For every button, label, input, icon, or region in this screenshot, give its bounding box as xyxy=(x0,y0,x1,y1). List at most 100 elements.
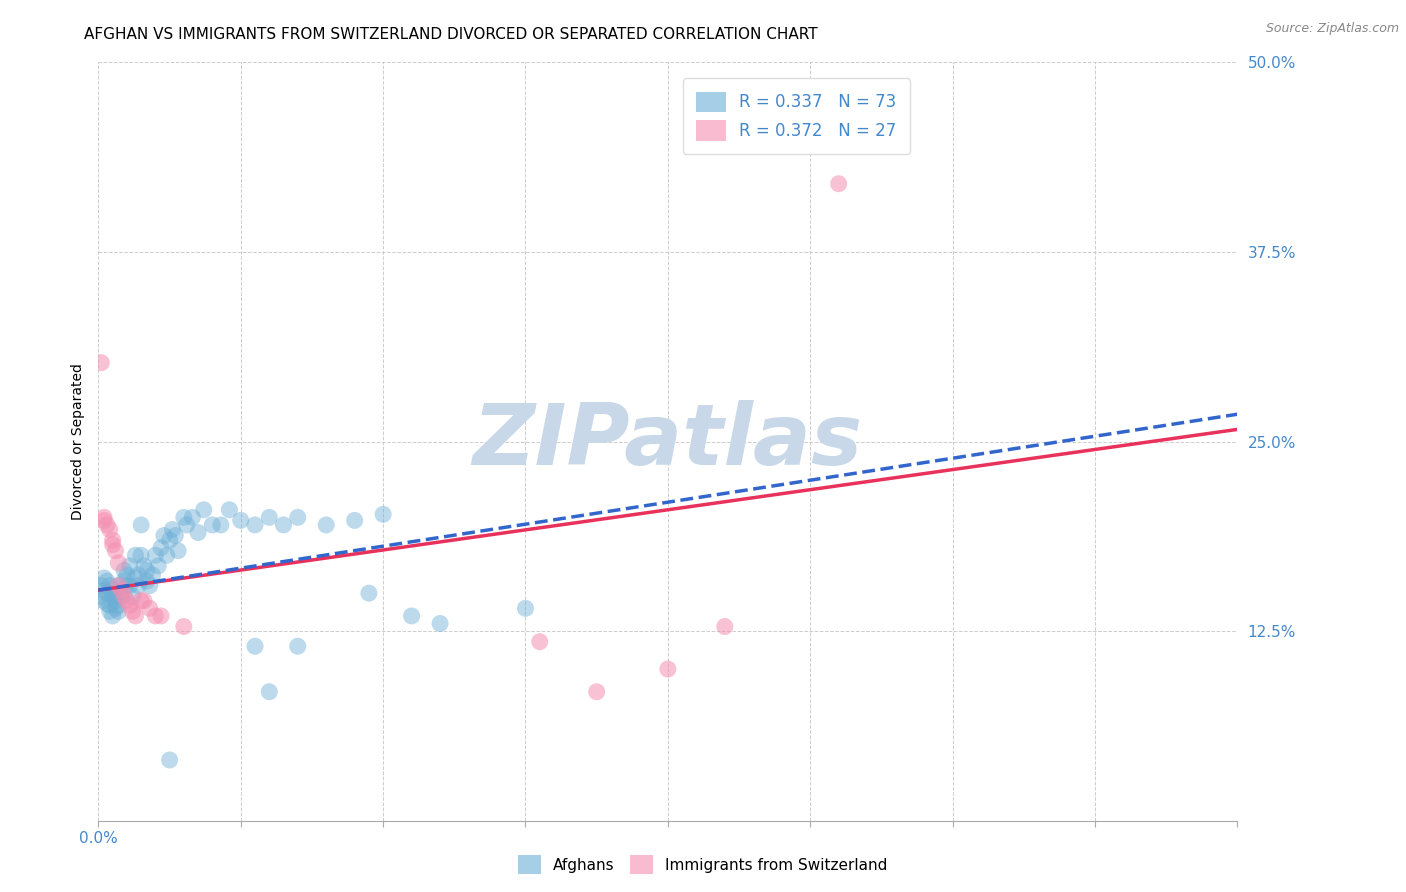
Point xyxy=(145,548,167,563)
Point xyxy=(121,589,143,603)
Point xyxy=(173,619,195,633)
Point xyxy=(93,571,115,585)
Point xyxy=(127,568,149,582)
Point xyxy=(107,604,129,618)
Point xyxy=(104,589,127,603)
Point xyxy=(165,528,187,542)
Point xyxy=(124,571,146,585)
Point xyxy=(124,608,146,623)
Point xyxy=(112,574,135,588)
Point xyxy=(150,541,173,555)
Point xyxy=(243,517,266,532)
Point xyxy=(101,533,124,548)
Point xyxy=(93,594,115,608)
Point xyxy=(657,662,679,676)
Point xyxy=(209,517,232,532)
Point xyxy=(259,685,281,699)
Point xyxy=(127,579,149,593)
Point xyxy=(401,608,423,623)
Point xyxy=(110,583,132,598)
Point xyxy=(287,510,309,524)
Point xyxy=(159,533,181,548)
Point xyxy=(107,556,129,570)
Point xyxy=(101,589,124,603)
Point xyxy=(110,589,132,603)
Point xyxy=(96,574,118,588)
Point xyxy=(112,589,135,603)
Point xyxy=(112,564,135,578)
Point xyxy=(118,558,141,573)
Point xyxy=(373,508,395,522)
Point xyxy=(98,604,121,618)
Point xyxy=(132,558,155,573)
Point xyxy=(150,608,173,623)
Point xyxy=(315,517,337,532)
Point xyxy=(167,543,190,558)
Point xyxy=(429,616,451,631)
Point xyxy=(529,634,551,648)
Point xyxy=(104,543,127,558)
Point xyxy=(101,583,124,598)
Point xyxy=(129,594,152,608)
Point xyxy=(156,548,179,563)
Point xyxy=(138,579,160,593)
Point xyxy=(118,599,141,613)
Point xyxy=(101,608,124,623)
Point xyxy=(173,510,195,524)
Point xyxy=(115,579,138,593)
Point xyxy=(828,177,851,191)
Point xyxy=(159,753,181,767)
Point xyxy=(115,568,138,582)
Point xyxy=(104,594,127,608)
Point xyxy=(110,586,132,600)
Point xyxy=(129,548,152,563)
Point xyxy=(201,517,224,532)
Point xyxy=(90,579,112,593)
Point xyxy=(229,513,252,527)
Point xyxy=(181,510,204,524)
Point xyxy=(176,517,198,532)
Point xyxy=(98,599,121,613)
Legend: Afghans, Immigrants from Switzerland: Afghans, Immigrants from Switzerland xyxy=(512,849,894,880)
Point xyxy=(132,594,155,608)
Text: ZIPatlas: ZIPatlas xyxy=(472,400,863,483)
Point xyxy=(107,599,129,613)
Point xyxy=(187,525,209,540)
Point xyxy=(98,579,121,593)
Point xyxy=(129,517,152,532)
Point xyxy=(124,548,146,563)
Point xyxy=(107,579,129,593)
Point xyxy=(93,510,115,524)
Point xyxy=(273,517,295,532)
Point xyxy=(193,503,215,517)
Point xyxy=(259,510,281,524)
Point xyxy=(107,579,129,593)
Point xyxy=(585,685,607,699)
Point xyxy=(96,597,118,611)
Point xyxy=(115,594,138,608)
Point xyxy=(93,583,115,598)
Point xyxy=(287,639,309,653)
Point xyxy=(218,503,240,517)
Text: AFGHAN VS IMMIGRANTS FROM SWITZERLAND DIVORCED OR SEPARATED CORRELATION CHART: AFGHAN VS IMMIGRANTS FROM SWITZERLAND DI… xyxy=(84,27,818,42)
Point xyxy=(343,513,366,527)
Point xyxy=(118,579,141,593)
Point xyxy=(357,586,380,600)
Point xyxy=(135,564,157,578)
Legend: R = 0.337   N = 73, R = 0.372   N = 27: R = 0.337 N = 73, R = 0.372 N = 27 xyxy=(683,78,910,154)
Point xyxy=(96,517,118,532)
Point xyxy=(138,601,160,615)
Point xyxy=(98,523,121,537)
Point xyxy=(101,538,124,552)
Point xyxy=(243,639,266,653)
Point xyxy=(93,513,115,527)
Point xyxy=(104,601,127,615)
Point xyxy=(153,528,176,542)
Point xyxy=(90,356,112,370)
Point xyxy=(515,601,537,615)
Text: Source: ZipAtlas.com: Source: ZipAtlas.com xyxy=(1265,22,1399,36)
Point xyxy=(148,558,170,573)
Point xyxy=(90,589,112,603)
Point xyxy=(162,523,184,537)
Y-axis label: Divorced or Separated: Divorced or Separated xyxy=(70,363,84,520)
